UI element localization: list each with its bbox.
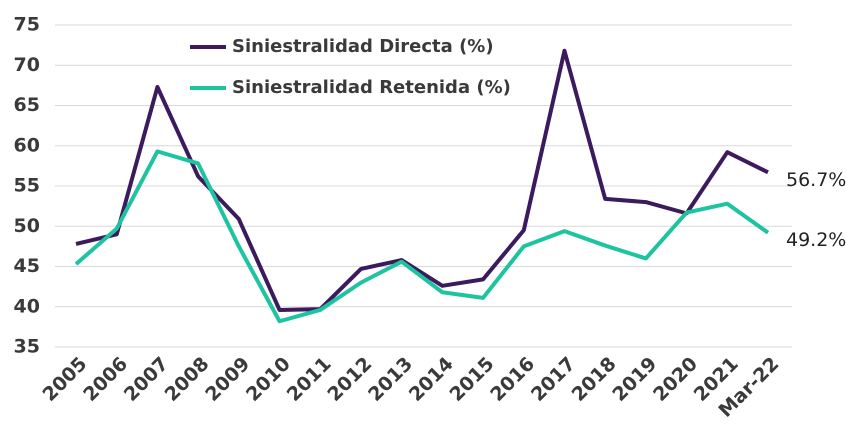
value-label: 49.2% — [786, 229, 846, 251]
y-tick-label: 65 — [14, 94, 40, 116]
x-tick-label: 2008 — [161, 353, 214, 406]
y-tick-label: 55 — [14, 175, 40, 197]
x-tick-label: 2015 — [446, 353, 499, 406]
series-line — [74, 149, 770, 324]
x-tick-label: 2017 — [527, 353, 580, 406]
y-tick-label: 60 — [14, 134, 40, 156]
value-label: 56.7% — [786, 169, 846, 191]
y-tick-label: 40 — [14, 295, 40, 317]
x-tick-label: 2018 — [568, 353, 621, 406]
x-tick-label: 2005 — [38, 353, 91, 406]
legend-label: Siniestralidad Retenida (%) — [232, 77, 511, 98]
legend-label: Siniestralidad Directa (%) — [232, 36, 494, 57]
x-tick-label: 2012 — [323, 353, 376, 406]
x-tick-label: 2007 — [120, 353, 173, 406]
x-tick-label: 2014 — [405, 353, 458, 406]
x-tick-label: 2019 — [608, 353, 661, 406]
x-tick-label: 2009 — [201, 353, 254, 406]
x-tick-label: 2010 — [242, 353, 295, 406]
x-tick-label: 2006 — [79, 353, 132, 406]
x-tick-label: 2016 — [486, 353, 539, 406]
x-tick-label: 2011 — [283, 353, 336, 406]
x-tick-label: 2020 — [649, 353, 702, 406]
y-tick-label: 45 — [14, 255, 40, 277]
y-tick-label: 35 — [14, 336, 40, 358]
y-tick-label: 50 — [14, 215, 40, 237]
y-tick-label: 70 — [14, 54, 40, 76]
x-tick-label: 2013 — [364, 353, 417, 406]
y-tick-label: 75 — [14, 14, 40, 36]
